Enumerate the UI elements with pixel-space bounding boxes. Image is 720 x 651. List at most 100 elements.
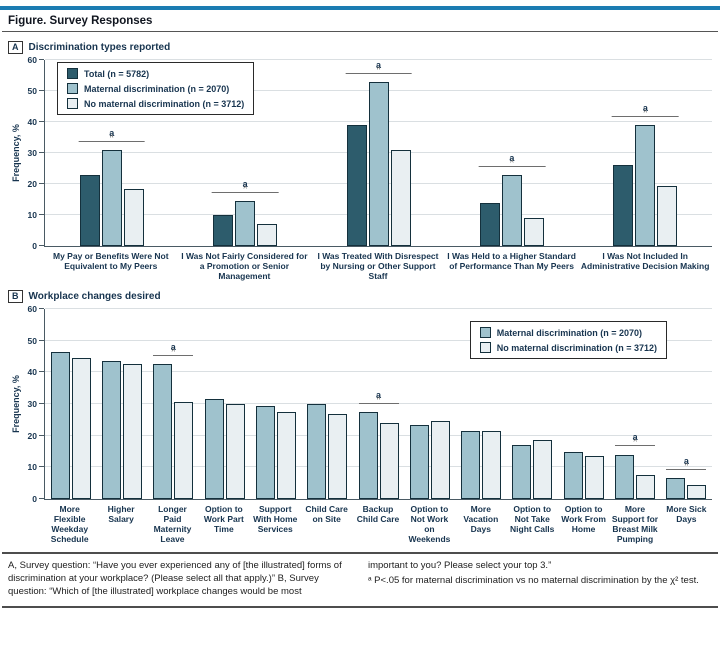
- significance-letter: a: [170, 342, 176, 353]
- bar: [563, 451, 583, 500]
- bar-group: [558, 309, 609, 500]
- y-tick-label: 30: [27, 399, 37, 410]
- gridline: [45, 59, 712, 60]
- panel-a-key: A: [8, 41, 23, 54]
- bar: [461, 430, 481, 500]
- x-axis-label: My Pay or Benefits Were Not Equivalent t…: [53, 251, 169, 272]
- y-tick: [39, 371, 44, 373]
- significance-line: [345, 72, 412, 74]
- significance-letter: a: [632, 432, 638, 443]
- bar: [122, 364, 142, 500]
- bar-group: [507, 309, 558, 500]
- significance-line: [358, 402, 399, 404]
- bar: [379, 423, 399, 500]
- bar-group: a ^: [312, 60, 445, 246]
- bar: [533, 440, 553, 500]
- bar: [307, 404, 327, 500]
- y-tick-label: 10: [27, 462, 37, 473]
- significance-marker: a ^: [153, 342, 194, 357]
- bar-group: a ^: [445, 60, 578, 246]
- legend-swatch: [67, 68, 78, 79]
- bar-group: [302, 309, 353, 500]
- y-tick: [39, 339, 44, 341]
- y-tick: [39, 214, 44, 215]
- bar: [213, 215, 234, 246]
- bar: [482, 430, 502, 500]
- significance-caret: ^: [243, 186, 247, 193]
- panel-b-title: Workplace changes desired: [28, 291, 161, 303]
- y-tick-label: 20: [27, 430, 37, 441]
- legend-item: Maternal discrimination (n = 2070): [479, 327, 657, 339]
- significance-line: [478, 165, 546, 167]
- bar: [123, 188, 144, 246]
- gridline: [45, 371, 712, 373]
- bar-group: a ^: [661, 309, 712, 500]
- y-tick-label: 0: [32, 241, 37, 251]
- significance-marker: a ^: [358, 390, 399, 404]
- significance-line: [153, 355, 194, 357]
- footnote-right-continuation: important to you? Please select your top…: [368, 560, 552, 572]
- bar: [584, 456, 604, 500]
- bar-groups-b: a ^ a ^ a ^ a ^: [45, 309, 712, 500]
- bar: [615, 454, 635, 500]
- legend-item: No maternal discrimination (n = 3712): [67, 98, 244, 109]
- y-tick: [39, 121, 44, 122]
- x-axis-label: Option to Work From Home: [561, 504, 606, 535]
- y-tick-label: 40: [27, 117, 37, 127]
- significance-letter: a: [642, 103, 648, 114]
- bar: [346, 125, 367, 246]
- y-tick-label: 0: [32, 494, 37, 505]
- plot-area-b: 0 10 20 30 40 50 60 Frequency, % a ^ a ^ a ^ a ^ Materna…: [11, 304, 712, 504]
- bar: [687, 484, 707, 500]
- y-tick: [39, 183, 44, 184]
- bar: [358, 411, 378, 500]
- footnotes: A, Survey question: “Have you ever exper…: [0, 554, 720, 600]
- significance-letter: a: [509, 152, 515, 163]
- x-axis-labels-a: My Pay or Benefits Were Not Equivalent t…: [44, 247, 712, 281]
- bar: [636, 475, 656, 500]
- y-tick-label: 60: [27, 55, 37, 65]
- significance-letter: a: [683, 456, 689, 467]
- y-tick: [39, 403, 44, 405]
- y-tick: [39, 434, 44, 436]
- gridline: [45, 434, 712, 436]
- footnote-significance-note: ᵃ P<.05 for maternal discrimination vs n…: [368, 574, 699, 586]
- bar: [368, 81, 389, 246]
- significance-caret: ^: [376, 396, 381, 404]
- legend-swatch: [479, 327, 491, 339]
- y-tick-label: 20: [27, 179, 37, 189]
- legend-a: Total (n = 5782) Maternal discrimination …: [57, 62, 255, 115]
- legend-item: Maternal discrimination (n = 2070): [67, 83, 244, 94]
- y-tick: [39, 466, 44, 468]
- y-tick: [39, 498, 44, 500]
- y-tick: [39, 59, 44, 60]
- bar-group: a ^: [178, 60, 311, 246]
- significance-marker: a ^: [211, 180, 279, 193]
- significance-marker: a ^: [478, 152, 546, 167]
- significance-caret: ^: [633, 439, 637, 447]
- bar: [635, 125, 656, 246]
- x-axis-label: Option to Work Part Time: [203, 504, 244, 535]
- x-axis-label: I Was Treated With Disrespect by Nursing…: [317, 251, 439, 282]
- significance-line: [78, 140, 146, 142]
- legend-item: No maternal discrimination (n = 3712): [479, 342, 657, 354]
- legend-swatch: [67, 83, 78, 94]
- legend-label: Maternal discrimination (n = 2070): [496, 327, 642, 338]
- bar: [390, 149, 411, 246]
- bar: [523, 218, 544, 246]
- bar-group: [250, 309, 301, 500]
- x-axis-label: I Was Held to a Higher Standard of Perfo…: [447, 251, 576, 272]
- significance-caret: ^: [110, 134, 114, 142]
- y-axis-title: Frequency, %: [11, 124, 21, 182]
- footnote-top-divider: [2, 552, 718, 555]
- significance-line: [615, 445, 656, 447]
- panel-a: A Discrimination types reported 0 10 20 30 4…: [0, 41, 720, 281]
- x-axis-label: Longer Paid Maternity Leave: [153, 504, 192, 545]
- y-tick-label: 50: [27, 86, 37, 96]
- bar: [430, 421, 450, 500]
- bar-group: a ^: [148, 309, 199, 500]
- x-axis-label: More Flexible Weekday Schedule: [50, 504, 89, 545]
- panel-b: B Workplace changes desired 0 10 20 30 40 50 6…: [0, 290, 720, 544]
- bar: [71, 358, 91, 500]
